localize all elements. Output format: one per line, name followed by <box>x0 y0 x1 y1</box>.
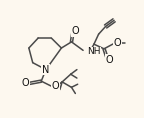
Text: O: O <box>51 81 59 91</box>
Text: N: N <box>42 65 50 75</box>
Text: O: O <box>113 38 121 48</box>
Text: O: O <box>106 55 113 65</box>
Text: O: O <box>22 78 30 88</box>
Text: O: O <box>72 26 79 36</box>
Text: NH: NH <box>87 47 101 56</box>
